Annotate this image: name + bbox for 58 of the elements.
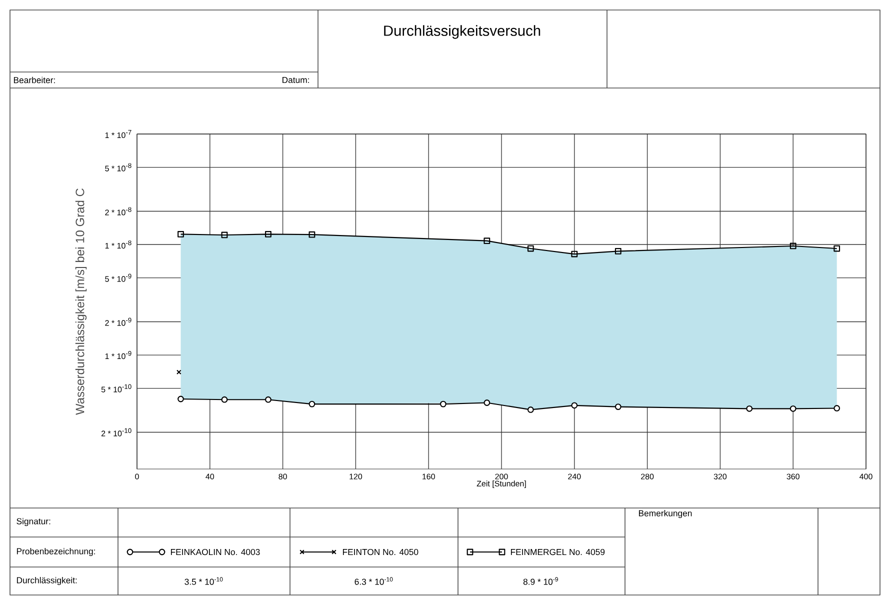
- y-tick-label: 5 * 10$^{-10}$: [101, 384, 132, 392]
- text: 8.9 * 10$^{-9}$: [523, 577, 558, 585]
- point: [178, 396, 184, 402]
- point: [440, 400, 446, 408]
- point: [221, 396, 228, 403]
- text: 6.3 * 10$^{-10}$: [354, 577, 393, 585]
- x-tick-label: 280: [641, 474, 654, 480]
- legend-label: FEINMERGEL No. 4059: [510, 548, 605, 556]
- point: [308, 231, 316, 238]
- y-axis-title: Wasserdurchlässigkeit [m/s] bei 10 Grad C: [75, 188, 87, 415]
- y-tick-label: 5 * 10$^{-8}$: [105, 163, 132, 172]
- y-tick-label: 2 * 10$^{-8}$: [105, 207, 132, 216]
- point: [484, 400, 490, 406]
- text: Probenbezeichnung:: [16, 548, 95, 556]
- point: [834, 405, 840, 412]
- y-tick-label: 1 * 10$^{-8}$: [105, 240, 132, 249]
- text: Datum:: [282, 76, 309, 84]
- point: [484, 238, 490, 244]
- x-tick-label: 200: [495, 474, 508, 480]
- x-tick-label: 0: [135, 474, 139, 480]
- chart-title: Durchlässigkeitsversuch: [384, 25, 540, 39]
- x-tick-label: 360: [786, 474, 800, 480]
- point: [746, 405, 753, 412]
- x-axis-title: Zeit [Stunden]: [476, 480, 526, 488]
- text: Signatur:: [16, 518, 50, 526]
- legend-label: FEINKAOLIN No. 4003: [170, 548, 260, 556]
- text: Durchlässigkeit:: [16, 576, 77, 586]
- x-tick-label: 160: [422, 474, 435, 480]
- text: Bearbeiter:: [14, 76, 55, 84]
- point: [790, 242, 796, 250]
- text: Bemerkungen: [638, 510, 692, 518]
- point: [178, 230, 184, 238]
- y-tick-label: 2 * 10$^{-9}$: [105, 318, 132, 326]
- point: [308, 400, 316, 408]
- legend-label: FEINTON No. 4050: [342, 548, 418, 556]
- y-tick-label: 1 * 10$^{-7}$: [105, 130, 132, 138]
- point: [221, 232, 228, 238]
- x-tick-label: 40: [206, 474, 214, 480]
- y-tick-label: 2 * 10$^{-10}$: [101, 428, 132, 436]
- y-tick-label: 1 * 10$^{-9}$: [105, 350, 132, 360]
- point: [527, 406, 534, 413]
- text: 3.5 * 10$^{-10}$: [184, 577, 223, 585]
- point: [790, 405, 796, 412]
- x-tick-label: 320: [714, 474, 727, 480]
- point: [527, 245, 534, 252]
- x-tick-label: 120: [350, 474, 362, 480]
- x-tick-label: 240: [568, 474, 581, 480]
- point: [265, 230, 272, 238]
- point: [834, 245, 840, 252]
- point: [265, 396, 272, 403]
- point: [571, 250, 578, 258]
- point: [614, 248, 622, 254]
- x-tick-label: 80: [278, 474, 287, 480]
- y-tick-label: 5 * 10$^{-9}$: [105, 274, 132, 282]
- x-tick-label: 400: [860, 474, 872, 480]
- point: [571, 402, 578, 409]
- point: [614, 404, 622, 410]
- point: [176, 370, 182, 375]
